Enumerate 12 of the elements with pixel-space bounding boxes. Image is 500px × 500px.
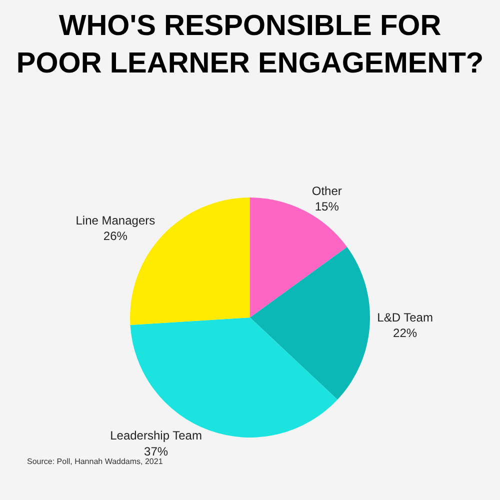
- pie-slice: [250, 198, 348, 318]
- slice-label: Leadership Team: [110, 428, 202, 443]
- data-label: 37%: [144, 444, 168, 458]
- data-label: 22%: [393, 326, 418, 340]
- chart-title: WHO'S RESPONSIBLE FOR POOR LEARNER ENGAGEMENT?: [16, 10, 484, 80]
- pie-slice: [250, 246, 370, 400]
- data-label: 26%: [103, 229, 128, 244]
- slice-label: Line Managers: [76, 214, 156, 228]
- source-note: Source: Poll, Hannah Waddams, 2021: [27, 457, 164, 466]
- slice-label: L&D Team: [377, 310, 433, 324]
- slice-label: Other: [312, 184, 342, 198]
- data-label: 15%: [314, 200, 340, 214]
